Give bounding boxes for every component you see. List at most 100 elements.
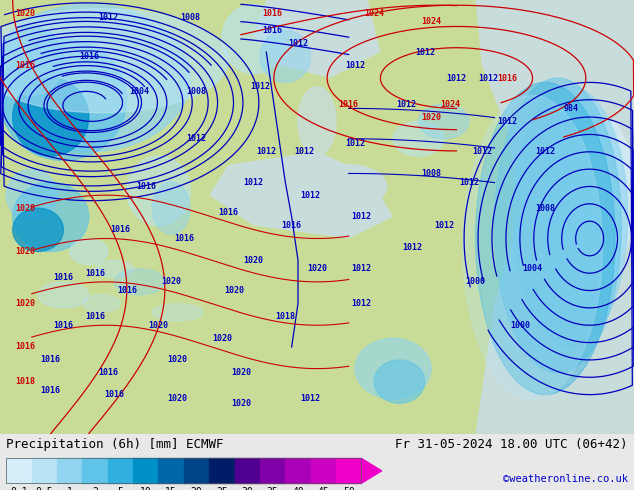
Bar — [336, 459, 361, 483]
Text: 1: 1 — [67, 487, 73, 490]
Ellipse shape — [70, 239, 108, 265]
Text: 1020: 1020 — [15, 8, 36, 18]
Text: 1012: 1012 — [535, 147, 555, 156]
Text: 15: 15 — [165, 487, 177, 490]
Text: 1012: 1012 — [472, 147, 492, 156]
Text: 1024: 1024 — [440, 99, 460, 109]
Text: 1020: 1020 — [15, 204, 36, 213]
Text: 50: 50 — [343, 487, 354, 490]
Text: 30: 30 — [242, 487, 253, 490]
Text: 1020: 1020 — [231, 368, 251, 377]
Text: 2: 2 — [92, 487, 98, 490]
Text: 1012: 1012 — [256, 147, 276, 156]
Text: 1016: 1016 — [497, 74, 517, 82]
Text: 1016: 1016 — [262, 8, 283, 18]
Text: 1016: 1016 — [110, 225, 131, 234]
Text: 1008: 1008 — [186, 87, 207, 96]
Text: 1016: 1016 — [218, 208, 238, 217]
Bar — [235, 459, 260, 483]
Ellipse shape — [152, 303, 203, 321]
Ellipse shape — [0, 4, 190, 152]
Text: 1000: 1000 — [510, 321, 530, 330]
Text: 1020: 1020 — [161, 277, 181, 286]
Ellipse shape — [38, 282, 89, 308]
Ellipse shape — [298, 87, 336, 156]
Text: 1008: 1008 — [421, 169, 441, 178]
Text: 1004: 1004 — [522, 265, 543, 273]
Text: 1012: 1012 — [497, 117, 517, 126]
Text: 1012: 1012 — [186, 134, 207, 143]
Text: 1020: 1020 — [148, 321, 169, 330]
Bar — [158, 459, 184, 483]
Ellipse shape — [495, 78, 621, 373]
Text: 1016: 1016 — [98, 368, 118, 377]
Text: ©weatheronline.co.uk: ©weatheronline.co.uk — [503, 474, 628, 484]
Text: 984: 984 — [563, 104, 578, 113]
Text: 1016: 1016 — [53, 321, 74, 330]
Text: 1012: 1012 — [396, 99, 416, 109]
Polygon shape — [254, 0, 380, 78]
Ellipse shape — [95, 260, 133, 277]
Polygon shape — [209, 152, 393, 239]
Text: 1016: 1016 — [85, 312, 105, 321]
Text: 1012: 1012 — [301, 191, 321, 199]
Text: 1020: 1020 — [231, 399, 251, 408]
Ellipse shape — [393, 122, 444, 156]
Text: 1008: 1008 — [180, 13, 200, 22]
Bar — [6, 459, 361, 483]
Ellipse shape — [222, 4, 285, 73]
Text: 1012: 1012 — [351, 212, 372, 221]
Text: 1012: 1012 — [301, 394, 321, 403]
Bar — [6, 459, 32, 483]
Bar — [260, 459, 285, 483]
Text: 45: 45 — [318, 487, 329, 490]
Text: 1020: 1020 — [243, 256, 264, 265]
Polygon shape — [476, 0, 634, 434]
Text: 1016: 1016 — [15, 343, 36, 351]
Ellipse shape — [13, 208, 63, 251]
Ellipse shape — [355, 338, 431, 399]
Ellipse shape — [0, 26, 63, 96]
Bar — [57, 459, 82, 483]
Text: 40: 40 — [292, 487, 304, 490]
Ellipse shape — [571, 117, 634, 273]
Ellipse shape — [260, 30, 311, 82]
Text: 1012: 1012 — [345, 61, 365, 70]
Ellipse shape — [374, 360, 425, 403]
Ellipse shape — [514, 87, 628, 347]
Text: 1016: 1016 — [339, 99, 359, 109]
Text: 1016: 1016 — [41, 386, 61, 395]
Bar — [311, 459, 336, 483]
Text: 1012: 1012 — [250, 82, 270, 91]
Bar — [82, 459, 108, 483]
Text: 1012: 1012 — [288, 39, 308, 48]
Text: 1012: 1012 — [345, 139, 365, 147]
Ellipse shape — [13, 78, 89, 156]
Ellipse shape — [13, 182, 89, 251]
Text: 0.1: 0.1 — [10, 487, 28, 490]
Ellipse shape — [418, 104, 469, 139]
Polygon shape — [361, 459, 382, 483]
Text: 1012: 1012 — [351, 265, 372, 273]
Text: 1020: 1020 — [15, 247, 36, 256]
Text: 1020: 1020 — [212, 334, 232, 343]
Text: 1000: 1000 — [465, 277, 486, 286]
Ellipse shape — [152, 182, 190, 234]
Bar — [32, 459, 57, 483]
Ellipse shape — [6, 169, 57, 221]
Bar — [108, 459, 133, 483]
Text: 1016: 1016 — [281, 221, 302, 230]
Text: 1020: 1020 — [15, 299, 36, 308]
Text: 1024: 1024 — [421, 17, 441, 26]
Text: Precipitation (6h) [mm] ECMWF: Precipitation (6h) [mm] ECMWF — [6, 438, 224, 451]
Text: 1012: 1012 — [294, 147, 314, 156]
Text: 1016: 1016 — [41, 355, 61, 365]
Text: 1004: 1004 — [129, 87, 150, 96]
Text: 1012: 1012 — [402, 243, 422, 252]
Text: 1020: 1020 — [421, 113, 441, 122]
Ellipse shape — [0, 9, 228, 113]
Text: 1016: 1016 — [174, 234, 194, 243]
Text: 1016: 1016 — [53, 273, 74, 282]
Text: 1018: 1018 — [15, 377, 36, 386]
Ellipse shape — [476, 82, 615, 394]
